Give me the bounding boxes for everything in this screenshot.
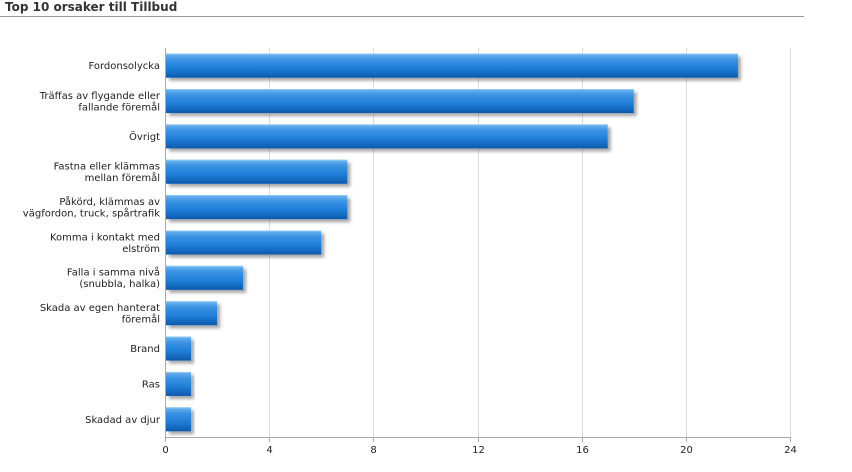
x-tick-label: 16 — [576, 445, 589, 456]
bar — [166, 230, 322, 255]
x-tick-label: 8 — [370, 445, 376, 456]
bar — [166, 265, 244, 290]
category-label: Skada av egen hanterat föremål — [40, 303, 160, 326]
category-label: Komma i kontakt med elström — [50, 232, 160, 255]
category-label-line: Fordonsolycka — [88, 61, 160, 72]
category-label-line: Fastna eller klämmas — [54, 162, 160, 173]
category-label-line: Ras — [142, 379, 160, 390]
category-labels: Fordonsolycka Träffas av flygande eller fa… — [23, 61, 161, 426]
category-label: Falla i samma nivå (snubbla, halka) — [67, 266, 160, 291]
category-label-line: mellan föremål — [85, 171, 160, 184]
category-label-line: vägfordon, truck, spårtrafik — [23, 206, 160, 219]
category-label-line: Brand — [130, 344, 160, 355]
category-label-line: Falla i samma nivå — [67, 266, 160, 279]
bar — [166, 336, 192, 361]
category-label: Träffas av flygande eller fallande föremå… — [39, 91, 161, 114]
bar — [166, 159, 348, 184]
category-label: Fordonsolycka — [88, 61, 160, 72]
x-tick-label: 12 — [472, 445, 485, 456]
category-label-line: (snubbla, halka) — [79, 279, 160, 290]
category-label: Brand — [130, 344, 160, 355]
category-label: Påkörd, klämmas av vägfordon, truck, spår… — [23, 195, 160, 220]
bar — [166, 53, 738, 78]
category-label-line: Övrigt — [129, 130, 160, 143]
x-tick-label: 20 — [680, 445, 693, 456]
category-label-line: elström — [122, 244, 160, 255]
bar — [166, 89, 634, 114]
category-label-line: Skada av egen hanterat — [40, 303, 160, 314]
x-tick-labels: 0 4 8 12 16 20 24 — [162, 445, 797, 456]
category-label: Fastna eller klämmas mellan föremål — [54, 162, 160, 185]
category-label: Skadad av djur — [85, 415, 161, 426]
category-label-line: fallande föremål — [78, 100, 160, 113]
bar — [166, 195, 348, 220]
bar — [166, 124, 608, 149]
title-bar: Top 10 orsaker till Tillbud — [0, 0, 804, 17]
category-label-line: Skadad av djur — [85, 415, 161, 426]
bar — [166, 407, 192, 432]
category-label-line: Påkörd, klämmas av — [59, 195, 160, 208]
bars — [166, 53, 738, 432]
category-label: Övrigt — [129, 130, 160, 143]
axes — [165, 48, 791, 442]
category-label-line: Träffas av flygande eller — [39, 91, 161, 102]
category-label-line: Komma i kontakt med — [50, 232, 160, 243]
x-tick-label: 4 — [266, 445, 272, 456]
x-tick-label: 24 — [784, 445, 797, 456]
category-label-line: föremål — [122, 312, 160, 325]
bar — [166, 371, 192, 396]
chart-title: Top 10 orsaker till Tillbud — [5, 0, 178, 14]
category-label: Ras — [142, 379, 160, 390]
x-tick-label: 0 — [162, 445, 168, 456]
bar — [166, 301, 218, 326]
